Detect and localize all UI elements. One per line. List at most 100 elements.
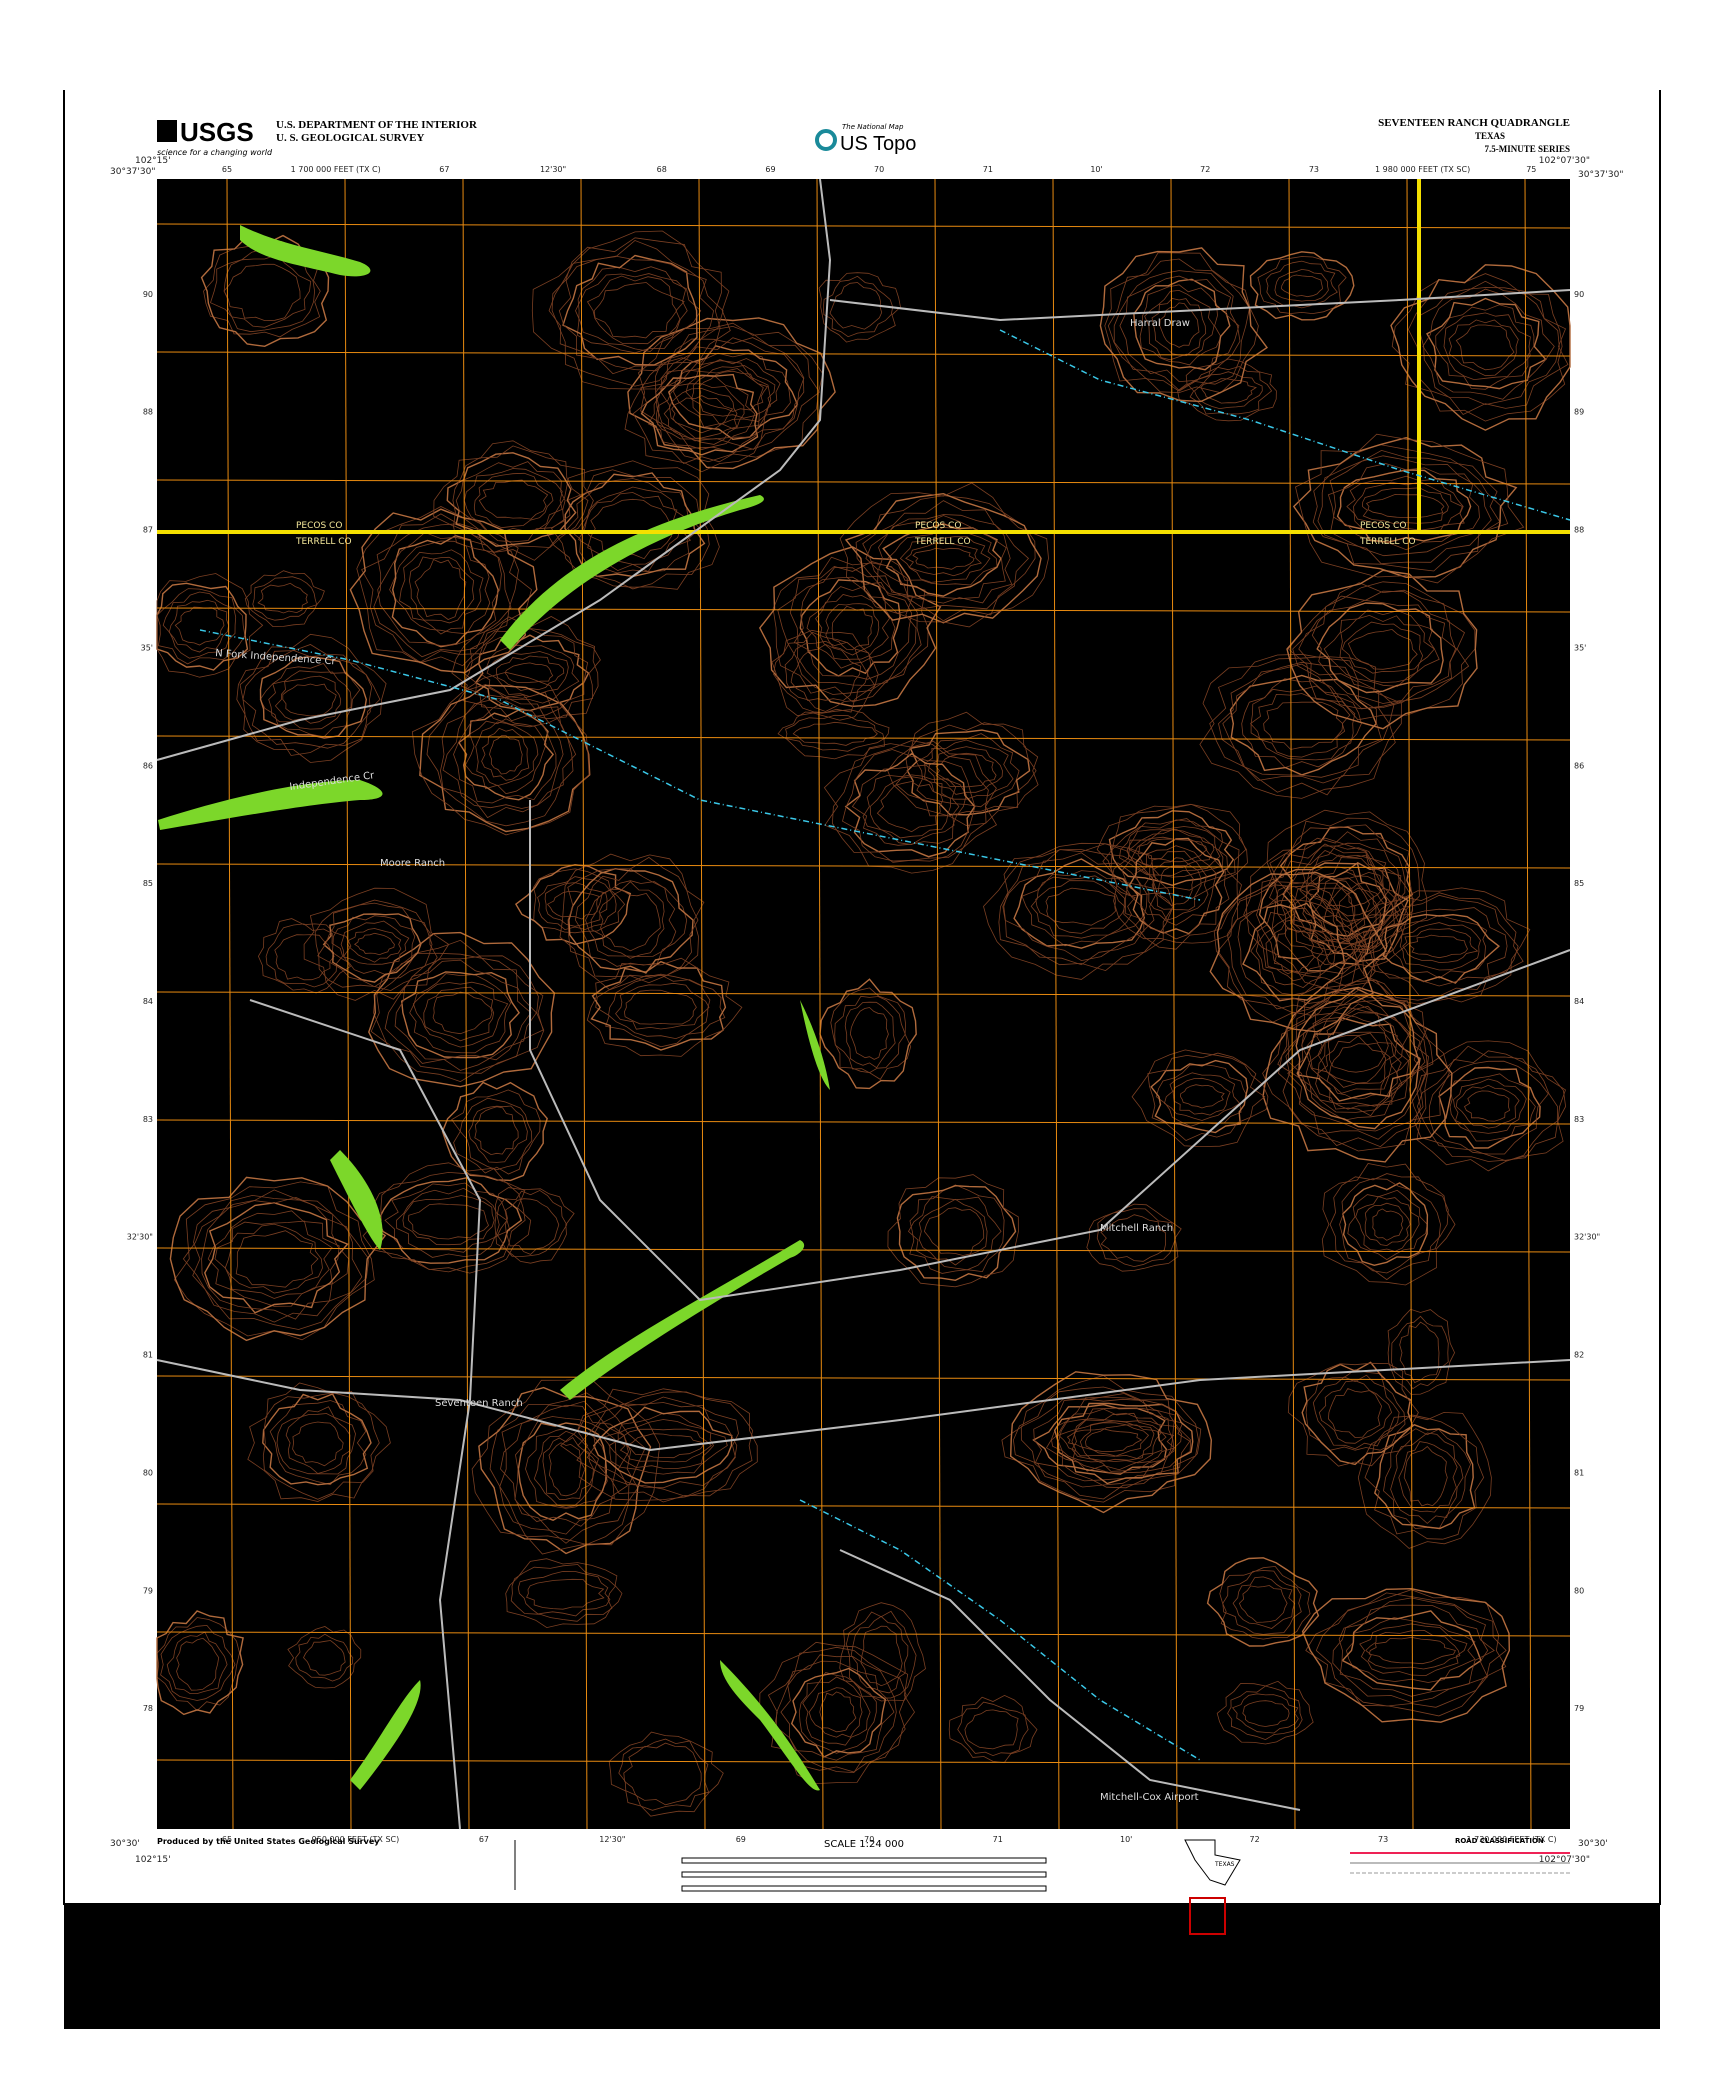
- contour: [408, 556, 475, 624]
- grid-label: 68: [657, 165, 667, 174]
- contour: [777, 709, 890, 760]
- contour: [1206, 1557, 1320, 1647]
- contour: [533, 1430, 599, 1508]
- place-label: Mitchell Ranch: [1100, 1223, 1173, 1234]
- contour: [1144, 850, 1209, 921]
- contour: [1355, 1196, 1420, 1252]
- contour: [905, 542, 983, 577]
- contour: [624, 357, 772, 473]
- contour: [1045, 887, 1116, 926]
- vegetation: [800, 1000, 830, 1090]
- contour: [1382, 913, 1500, 984]
- contour: [1258, 862, 1388, 972]
- contour: [1341, 1610, 1482, 1691]
- contour: [244, 570, 325, 628]
- vegetation: [330, 1150, 383, 1250]
- contour: [887, 711, 1039, 827]
- contour: [1428, 1060, 1549, 1155]
- contour: [1305, 845, 1391, 917]
- grid-line: [226, 178, 234, 1830]
- contour: [844, 492, 1042, 624]
- contour: [1364, 1202, 1411, 1247]
- contour: [303, 887, 450, 1001]
- contour: [166, 1631, 228, 1694]
- contour: [785, 714, 885, 752]
- contour: [799, 579, 901, 677]
- contour: [1119, 275, 1240, 383]
- contour: [640, 373, 759, 456]
- contour: [1336, 469, 1472, 543]
- grid-label: 85: [143, 879, 153, 888]
- grid-label: 67: [439, 165, 449, 174]
- contour: [1020, 1393, 1176, 1488]
- contour: [798, 1671, 877, 1754]
- contour: [373, 1171, 526, 1273]
- contour: [671, 395, 734, 434]
- contour: [303, 1640, 346, 1676]
- contour: [1438, 1066, 1541, 1149]
- grid-label: 73: [1378, 1835, 1388, 1844]
- grid-line: [1406, 178, 1414, 1830]
- place-label: Harral Draw: [1130, 318, 1190, 329]
- contour: [935, 752, 997, 788]
- contour: [1086, 1203, 1182, 1272]
- contour: [468, 1105, 528, 1163]
- contour: [1308, 861, 1409, 963]
- stream: [999, 329, 1571, 521]
- contour: [1279, 826, 1414, 937]
- contour: [1226, 885, 1361, 1010]
- scale-bar: [681, 1885, 1047, 1892]
- contour: [494, 1187, 575, 1264]
- grid-line: [156, 607, 1571, 613]
- contour: [964, 1709, 1019, 1750]
- contour: [1350, 887, 1531, 1005]
- grid-line: [816, 178, 824, 1830]
- grid-line: [156, 1503, 1571, 1509]
- contour: [1357, 1411, 1492, 1549]
- contour: [1443, 312, 1531, 381]
- contour: [1453, 1078, 1527, 1134]
- contour: [1002, 852, 1148, 962]
- grid-label: 71: [993, 1835, 1003, 1844]
- contour: [998, 843, 1174, 972]
- contour: [896, 1184, 1017, 1282]
- contour: [282, 683, 337, 717]
- state-inset: [1184, 1839, 1241, 1886]
- grid-label: 1 980 000 FEET (TX SC): [1375, 165, 1470, 174]
- contour: [486, 651, 569, 698]
- contour: [1218, 661, 1390, 784]
- contour: [1357, 892, 1524, 1003]
- contour: [849, 1007, 889, 1060]
- contour: [474, 634, 590, 712]
- contour: [1213, 881, 1376, 1023]
- contour: [823, 740, 998, 874]
- contour: [590, 498, 673, 560]
- grid-line: [462, 178, 470, 1830]
- corner-coordinates: 30°37'30" 102°15' 102°07'30" 30°37'30" 3…: [110, 156, 1623, 1865]
- contour: [373, 952, 544, 1074]
- contour: [831, 605, 873, 651]
- contour: [923, 1207, 985, 1256]
- grid-line: [156, 351, 1571, 357]
- contour: [489, 1392, 646, 1545]
- contour: [478, 479, 549, 520]
- contour: [1157, 865, 1194, 907]
- contour: [1419, 287, 1560, 406]
- grid-label: 71: [983, 165, 993, 174]
- grid-label: 950 000 FEET (TX SC): [312, 1835, 400, 1844]
- contour: [1172, 1077, 1231, 1116]
- contour: [287, 1626, 362, 1689]
- contour: [1301, 1587, 1511, 1723]
- contour: [1219, 1565, 1311, 1640]
- scale: SCALE 1:24 000: [824, 1839, 904, 1850]
- contour: [771, 629, 879, 721]
- contour: [1245, 843, 1404, 989]
- contour: [1255, 914, 1332, 989]
- contour: [825, 603, 880, 656]
- grid: [156, 178, 1571, 1830]
- contour: [792, 721, 878, 746]
- contour: [496, 655, 565, 692]
- county-label: PECOS CO: [296, 521, 342, 531]
